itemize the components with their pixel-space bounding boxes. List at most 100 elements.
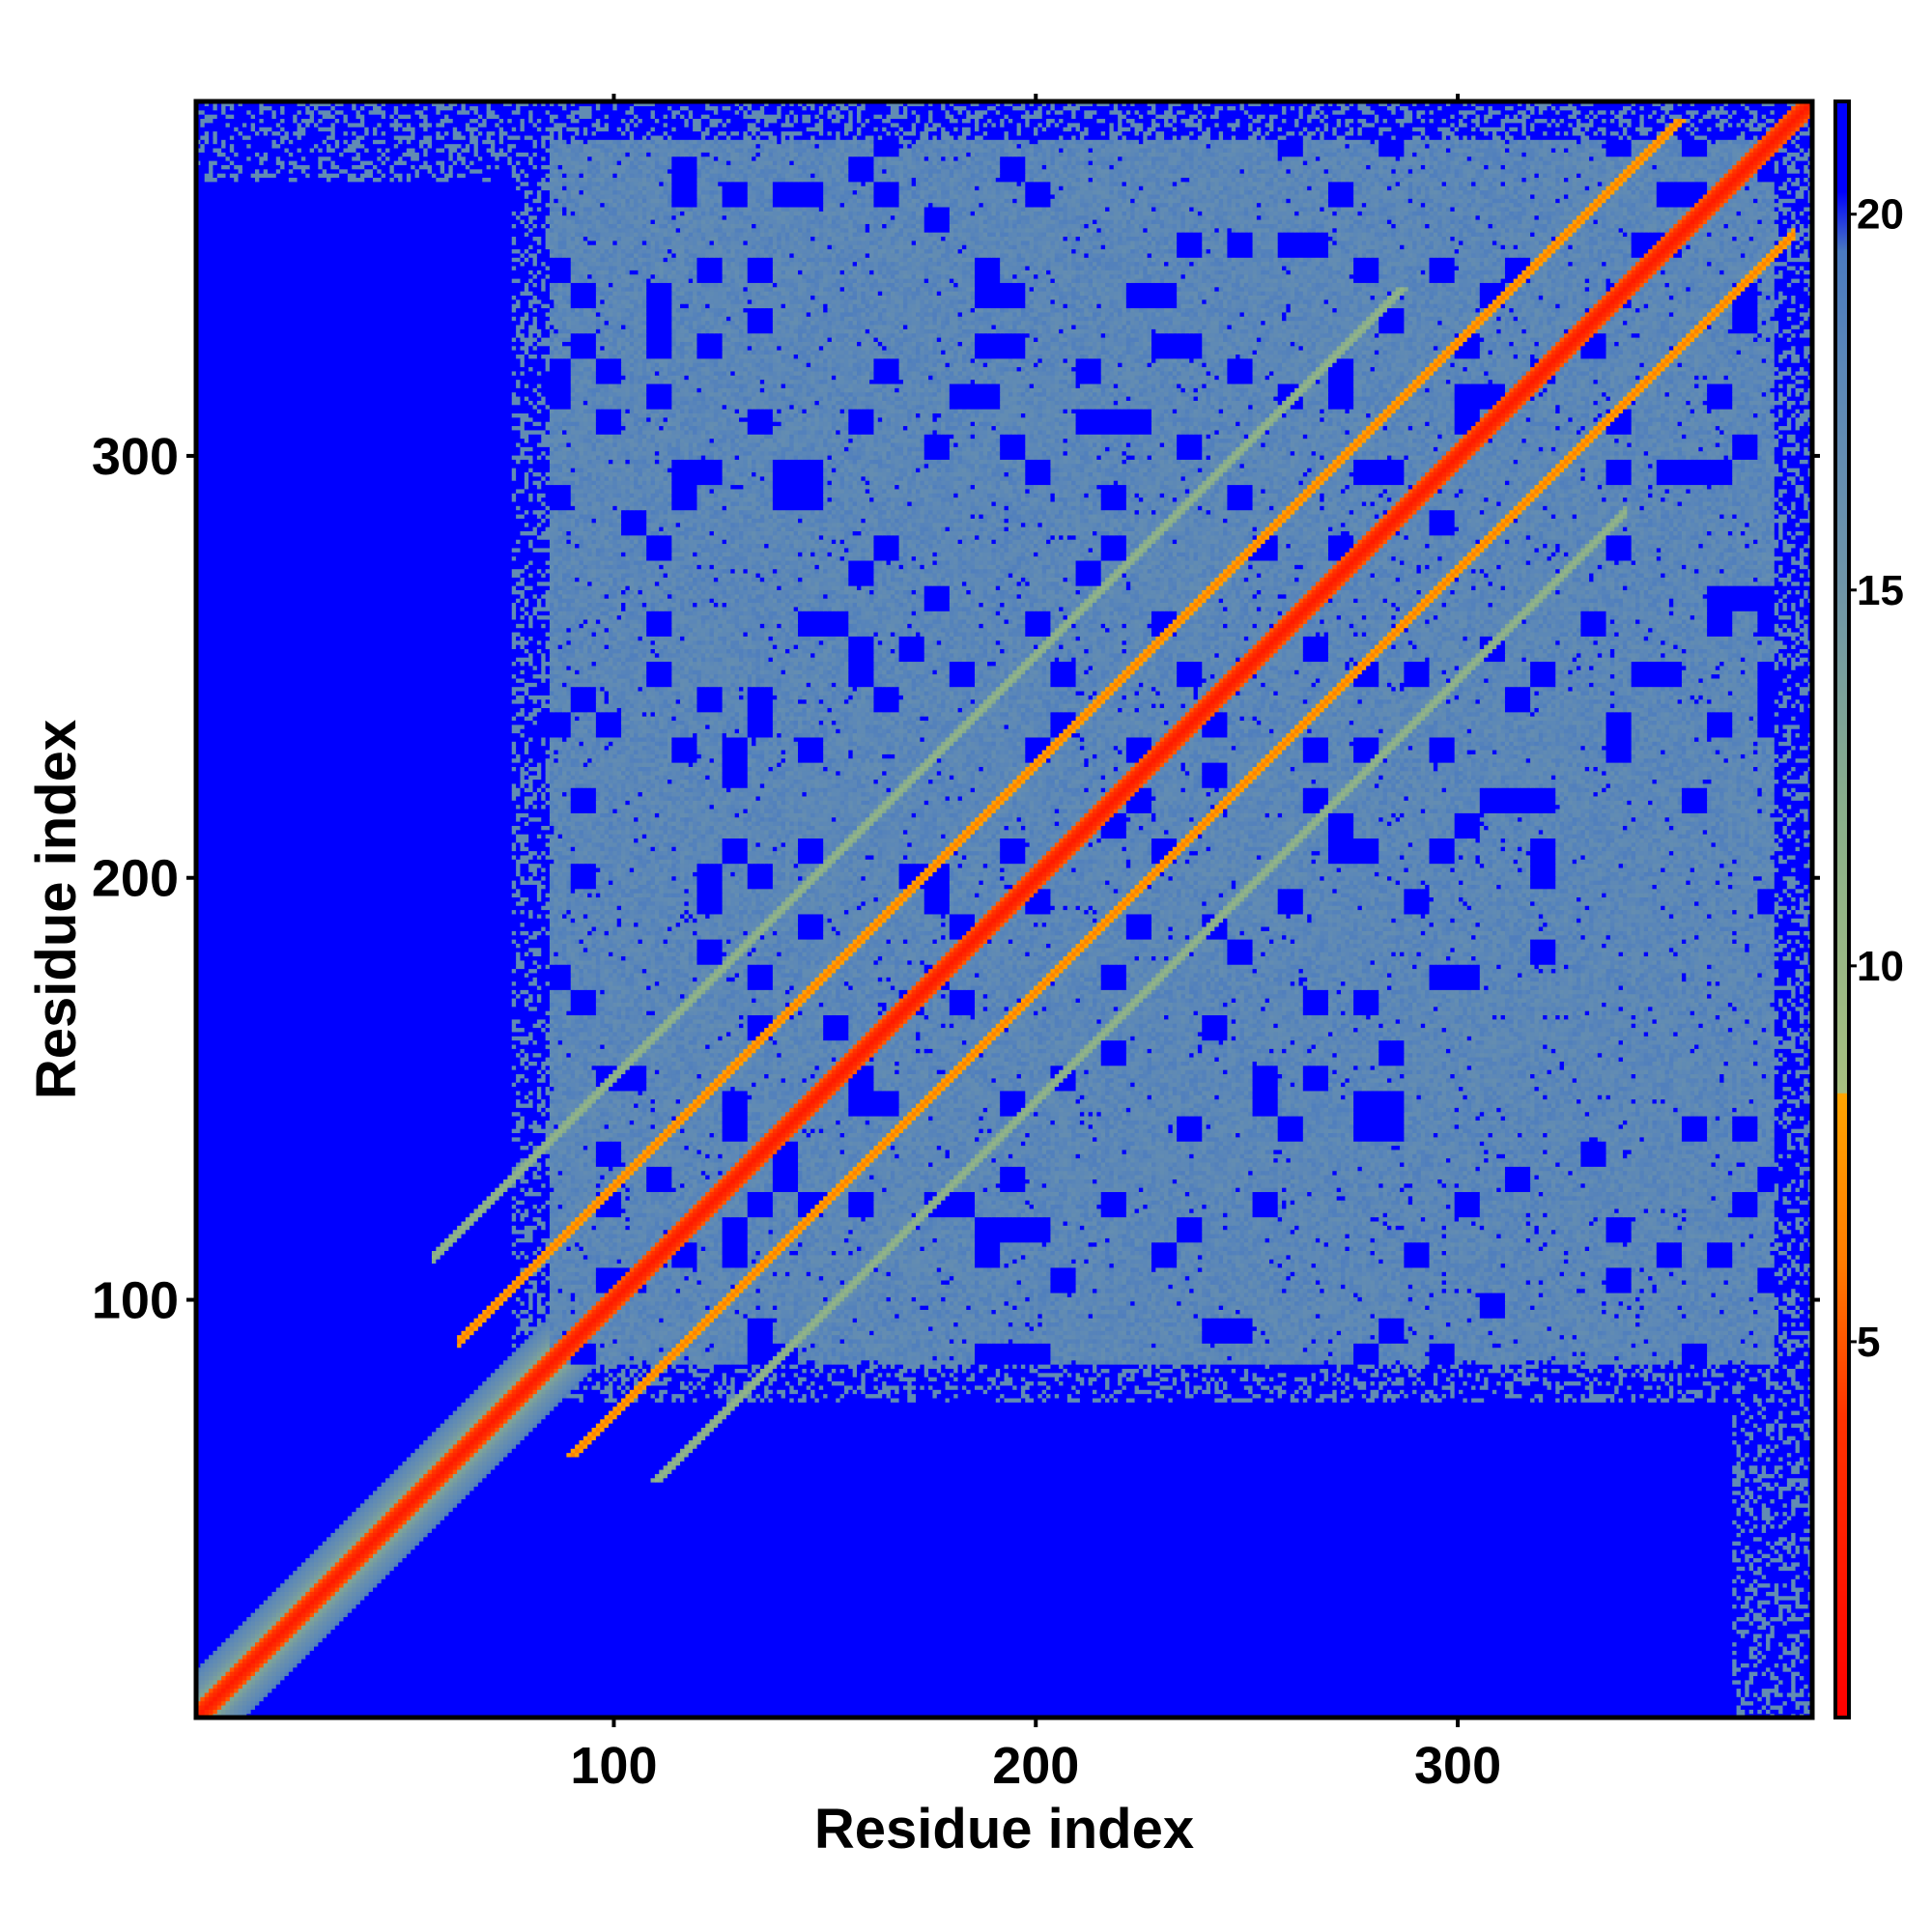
heatmap-cell [298, 1587, 302, 1592]
heatmap-cell [280, 1671, 285, 1676]
heatmap-cell [196, 1637, 226, 1642]
heatmap-cell [271, 1608, 276, 1613]
heatmap-cell [284, 1621, 289, 1626]
heatmap-cell [289, 1655, 294, 1660]
heatmap-cell [1766, 1655, 1779, 1660]
heatmap-cell [327, 1591, 331, 1596]
heatmap-cell [209, 1659, 213, 1663]
heatmap-cell [301, 1625, 306, 1630]
heatmap-cell [276, 1630, 281, 1634]
heatmap-cell [276, 1604, 281, 1608]
heatmap-cell [1762, 1696, 1767, 1701]
heatmap-cell [1778, 1675, 1792, 1680]
heatmap-cell [284, 1604, 289, 1608]
heatmap-cell [242, 1689, 247, 1693]
heatmap-cell [226, 1680, 231, 1685]
heatmap-cell [271, 1630, 276, 1634]
heatmap-cell [1800, 1591, 1808, 1596]
heatmap-cell [1762, 1692, 1771, 1697]
heatmap-cell [314, 1596, 319, 1601]
heatmap-cell [280, 1616, 285, 1621]
heatmap-cell [209, 1701, 213, 1706]
heatmap-cell [1757, 1591, 1766, 1596]
heatmap-cell [230, 1655, 235, 1660]
heatmap-cell [323, 1634, 327, 1638]
heatmap-cell [226, 1662, 231, 1667]
heatmap-cell [305, 1637, 310, 1642]
heatmap-cell [200, 1701, 205, 1706]
heatmap-cell [196, 1608, 256, 1613]
heatmap-cell [318, 1604, 323, 1608]
heatmap-cell [239, 1642, 243, 1647]
heatmap-cell [335, 1612, 340, 1617]
heatmap-cell [330, 1596, 335, 1601]
heatmap-cell [335, 1621, 340, 1626]
heatmap-cell [1762, 1621, 1771, 1626]
heatmap-cell [356, 1600, 361, 1605]
heatmap-cell [1787, 1621, 1813, 1626]
heatmap-cell [221, 1709, 226, 1714]
heatmap-cell [335, 1600, 340, 1605]
heatmap-cell [1741, 1667, 1767, 1672]
heatmap-cell [264, 1684, 269, 1689]
heatmap-cell [271, 1659, 276, 1663]
heatmap-cell [318, 1591, 323, 1596]
heatmap-cell [217, 1667, 222, 1672]
heatmap-cell [1741, 1596, 1746, 1601]
heatmap-cell [213, 1689, 217, 1693]
heatmap-cell [284, 1646, 289, 1651]
heatmap-cell [1757, 1650, 1762, 1655]
heatmap-cell [280, 1642, 285, 1647]
heatmap-cell [364, 1596, 1737, 1601]
heatmap-cell [242, 1621, 247, 1626]
heatmap-cell [239, 1696, 243, 1701]
heatmap-cell [1800, 1659, 1804, 1663]
heatmap-cell [271, 1634, 276, 1638]
heatmap-cell [343, 1608, 348, 1613]
heatmap-cell [298, 1608, 302, 1613]
heatmap-cell [226, 1692, 231, 1697]
heatmap-cell [301, 1655, 306, 1660]
heatmap-cell [213, 1692, 217, 1697]
heatmap-cell [221, 1696, 226, 1701]
heatmap-cell [255, 1612, 260, 1617]
heatmap-cell [251, 1667, 256, 1672]
heatmap-cell [1766, 1701, 1771, 1706]
heatmap-cell [284, 1655, 289, 1660]
heatmap-cell [196, 1625, 239, 1630]
heatmap-cell [213, 1696, 217, 1701]
heatmap-cell [276, 1655, 281, 1660]
heatmap-cell [259, 1642, 264, 1647]
heatmap-cell [1778, 1600, 1796, 1605]
heatmap-cell [221, 1655, 226, 1660]
heatmap-cell [293, 1596, 298, 1601]
heatmap-cell [1783, 1608, 1788, 1613]
heatmap-cell [360, 1587, 365, 1592]
heatmap-cell [348, 1608, 353, 1613]
heatmap-cell [264, 1642, 269, 1647]
heatmap-cell [196, 1600, 264, 1605]
heatmap-cell [246, 1689, 251, 1693]
heatmap-cell [343, 1596, 348, 1601]
heatmap-cell [1770, 1675, 1778, 1680]
heatmap-cell [323, 1621, 327, 1626]
heatmap-cell [251, 1646, 256, 1651]
heatmap-cell [255, 1642, 260, 1647]
heatmap-cell [271, 1600, 276, 1605]
heatmap-cell [280, 1625, 285, 1630]
heatmap-cell [301, 1642, 306, 1647]
heatmap-cell [1791, 1659, 1796, 1663]
heatmap-cell [255, 1625, 260, 1630]
heatmap-cell [246, 1650, 251, 1655]
heatmap-cell [246, 1709, 251, 1714]
heatmap-cell [1732, 1625, 1737, 1630]
heatmap-cell [246, 1680, 251, 1685]
heatmap-cell [200, 1680, 205, 1685]
heatmap-cell [284, 1662, 289, 1667]
heatmap-cell [255, 1650, 260, 1655]
heatmap-cell [246, 1671, 251, 1676]
heatmap-cell [255, 1634, 260, 1638]
heatmap-cell [242, 1646, 247, 1651]
heatmap-cell [196, 1612, 251, 1617]
heatmap-cell [276, 1671, 281, 1676]
